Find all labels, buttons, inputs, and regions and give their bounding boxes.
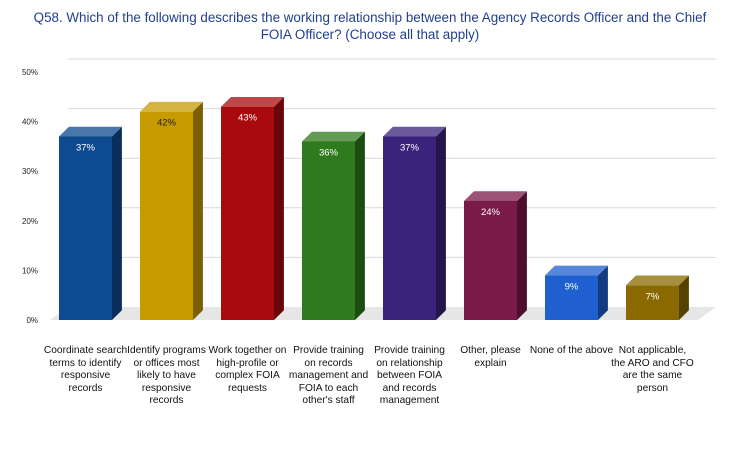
bar-front (59, 136, 112, 320)
bar-value-label: 37% (400, 142, 420, 153)
bar: 37% (59, 126, 122, 320)
x-tick-label: Provide training on records management a… (288, 345, 369, 407)
bar: 37% (383, 126, 446, 320)
bar-side (193, 101, 203, 321)
bar-top (626, 275, 689, 286)
bar-side (274, 96, 284, 320)
bar-value-label: 9% (565, 281, 579, 292)
bar: 24% (464, 191, 527, 320)
bar-top (221, 96, 284, 107)
y-tick-label: 20% (22, 217, 38, 226)
bar-top (545, 265, 608, 276)
x-tick-label: Provide training on relationship between… (374, 345, 445, 407)
bar-top (464, 191, 527, 201)
y-tick-label: 10% (22, 266, 38, 275)
bar-value-label: 42% (157, 118, 177, 129)
y-tick-label: 0% (26, 316, 38, 325)
bar: 42% (140, 101, 203, 321)
y-tick-label: 40% (22, 118, 38, 127)
y-tick-label: 30% (22, 167, 38, 176)
bar-top (140, 101, 203, 112)
bar-top (383, 126, 446, 137)
bar: 36% (302, 131, 365, 320)
x-tick-label: Coordinate search terms to identify resp… (43, 345, 128, 394)
chart-title: Q58. Which of the following describes th… (33, 10, 707, 42)
x-tick-label: None of the above (529, 345, 614, 356)
bar-top (59, 126, 122, 137)
bar-side (355, 131, 365, 320)
bar: 7% (626, 275, 689, 320)
bar-value-label: 36% (319, 147, 339, 158)
bar-front (221, 106, 274, 320)
bar-value-label: 37% (76, 142, 96, 153)
bar-top (302, 131, 365, 142)
bar-front (545, 275, 598, 320)
x-tick-label: Other, please explain (460, 345, 521, 369)
bar-side (598, 265, 608, 320)
bar-side (517, 191, 527, 320)
bar-side (436, 126, 446, 320)
bar-side (112, 126, 122, 320)
x-tick-label: Identify programs or offices most likely… (127, 345, 206, 407)
x-tick-label: Work together on high-profile or complex… (208, 345, 287, 394)
bar-front (464, 200, 517, 320)
bar-side (679, 275, 689, 320)
bar-front (140, 111, 193, 321)
bar: 43% (221, 96, 284, 320)
bar-front (302, 141, 355, 320)
bar-front (626, 285, 679, 320)
y-tick-label: 50% (22, 68, 38, 77)
bar-value-label: 43% (238, 113, 258, 124)
x-tick-label: Not applicable, the ARO and CFO are the … (611, 345, 694, 394)
bar-front (383, 136, 436, 320)
bar-value-label: 7% (646, 291, 660, 302)
bar: 9% (545, 265, 608, 320)
bar-value-label: 24% (481, 207, 501, 218)
